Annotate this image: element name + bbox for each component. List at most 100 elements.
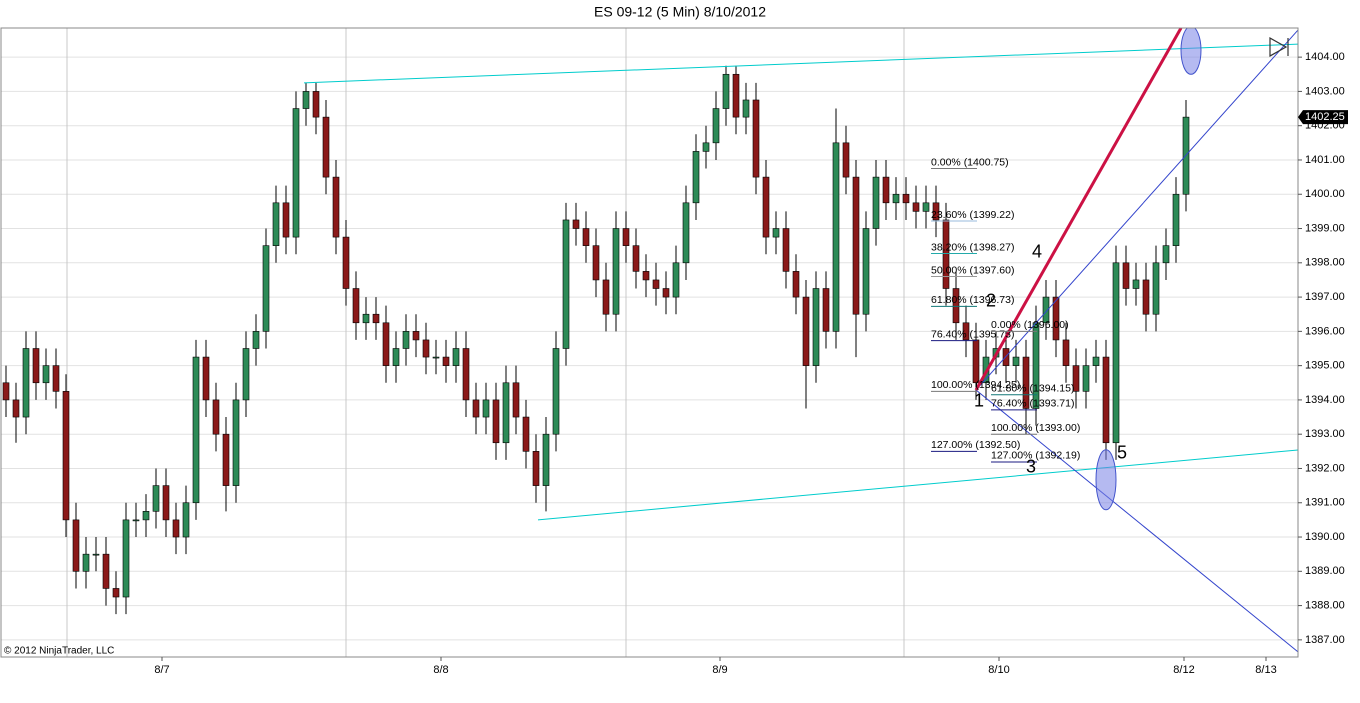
candle-body [522, 416, 530, 452]
y-tick-label: 1403.00 [1305, 85, 1345, 97]
y-tick-label: 1390.00 [1305, 531, 1345, 543]
candle-body [402, 331, 410, 349]
candle-body [632, 245, 640, 272]
candle-body [362, 313, 370, 324]
fib-label: 23.60% (1399.22) [931, 209, 1014, 221]
candle-body [32, 348, 40, 384]
candle-body [282, 202, 290, 238]
candle-body [802, 296, 810, 366]
candle-body [172, 519, 180, 538]
y-tick-label: 1400.00 [1305, 188, 1345, 200]
wave-label: 4 [1032, 242, 1042, 262]
highlight-ellipse [1180, 28, 1202, 75]
candle-body [702, 142, 710, 152]
y-tick-label: 1397.00 [1305, 291, 1345, 303]
candle-body [232, 399, 240, 486]
candle-body [272, 202, 280, 246]
candle-body [952, 288, 960, 324]
x-tick-label: 8/10 [988, 664, 1009, 676]
candle-body [152, 485, 160, 512]
candle-body [312, 91, 320, 118]
y-tick-label: 1391.00 [1305, 497, 1345, 509]
candle-body [922, 202, 930, 212]
candle-body [852, 176, 860, 315]
y-tick-label: 1399.00 [1305, 222, 1345, 234]
candle-body [812, 288, 820, 366]
candle-body [1072, 365, 1080, 392]
candle-body [322, 116, 330, 178]
candle-body [592, 245, 600, 281]
candle-body [822, 288, 830, 332]
candle-body [122, 519, 130, 598]
candle-body [1122, 262, 1130, 289]
y-tick-label: 1393.00 [1305, 428, 1345, 440]
candle-body [492, 399, 500, 444]
candle-body [932, 202, 940, 221]
candle-body [1032, 322, 1040, 409]
candle-body [1022, 356, 1030, 409]
candle-body [842, 142, 850, 178]
candle-body [1012, 356, 1020, 366]
candle-body [942, 219, 950, 289]
candle-body [742, 99, 750, 118]
candle-body [352, 288, 360, 324]
fib-label: 0.00% (1396.00) [991, 319, 1069, 331]
candle-body [442, 356, 450, 366]
highlight-ellipse [1095, 449, 1117, 511]
candle-body [22, 348, 30, 418]
candle-body [652, 279, 660, 289]
candle-body [422, 339, 430, 358]
candle-body [662, 288, 670, 298]
candle-body [472, 399, 480, 418]
x-tick-label: 8/13 [1255, 664, 1276, 676]
candle-body [182, 502, 190, 538]
candle-body [52, 365, 60, 392]
candle-body [72, 519, 80, 572]
candle-body [612, 228, 620, 315]
trend-line [975, 29, 1298, 391]
candle-body [192, 356, 200, 504]
fib-label: 127.00% (1392.50) [931, 439, 1020, 451]
candle-body [1172, 193, 1180, 246]
fib-label: 100.00% (1393.00) [991, 422, 1080, 434]
candle-body [622, 228, 630, 246]
candle-body [292, 108, 300, 238]
candle-body [42, 365, 50, 384]
candle-body [432, 356, 440, 359]
candle-body [1092, 356, 1100, 366]
candle-body [82, 553, 90, 572]
fib-label: 100.00% (1394.25) [931, 379, 1020, 391]
candle-body [862, 228, 870, 315]
candle-body [902, 193, 910, 204]
candle-body [102, 553, 110, 589]
candle-body [722, 73, 730, 109]
annotations: 0.00% (1400.75) 23.60% (1399.22) 38.20% (1… [303, 28, 1298, 653]
candle-body [912, 202, 920, 212]
candle-body [462, 348, 470, 401]
trend-line [974, 28, 1183, 391]
y-tick-label: 1398.00 [1305, 257, 1345, 269]
candle-body [682, 202, 690, 264]
last-price-label: 1402.25 [1305, 111, 1345, 123]
x-tick-label: 8/9 [712, 664, 727, 676]
x-tick-label: 8/7 [154, 664, 169, 676]
trend-line [303, 43, 1298, 84]
trend-line [537, 449, 1298, 521]
y-tick-label: 1401.00 [1305, 154, 1345, 166]
candle-body [162, 485, 170, 521]
candle-body [502, 382, 510, 444]
candle-body [132, 519, 140, 522]
candle-body [872, 176, 880, 229]
trend-line [975, 389, 1298, 653]
chart-title: ES 09-12 (5 Min) 8/10/2012 [594, 4, 766, 20]
candle-body [392, 348, 400, 366]
candle-body [972, 339, 980, 384]
candle-body [582, 228, 590, 246]
candle-body [892, 193, 900, 204]
candle-body [1082, 365, 1090, 392]
y-tick-label: 1388.00 [1305, 599, 1345, 611]
candle-body [92, 553, 100, 556]
candle-body [552, 348, 560, 435]
